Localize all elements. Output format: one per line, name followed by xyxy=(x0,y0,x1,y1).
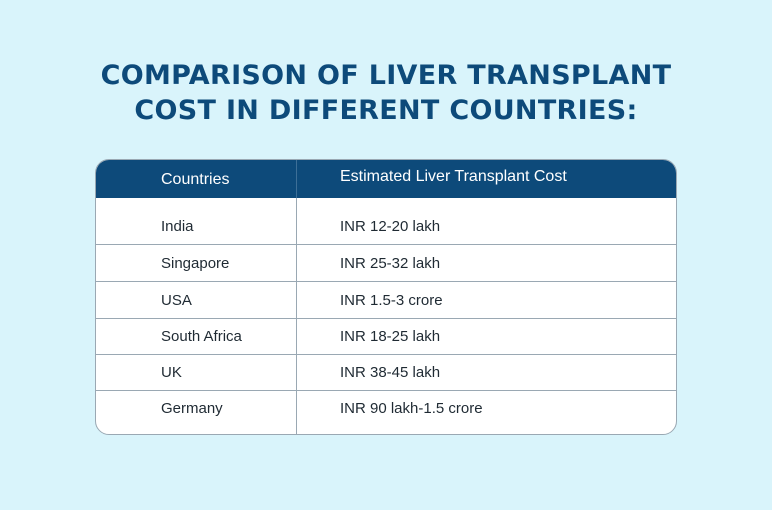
row-divider xyxy=(96,354,676,355)
cost-cell: INR 12-20 lakh xyxy=(340,218,441,235)
table-row: UK INR 38-45 lakh xyxy=(96,355,676,391)
page-title: COMPARISON OF LIVER TRANSPLANT COST IN D… xyxy=(0,58,772,128)
country-cell: UK xyxy=(161,364,182,381)
table-row: South Africa INR 18-25 lakh xyxy=(96,319,676,355)
header-estimated-cost: Estimated Liver Transplant Cost xyxy=(340,168,567,185)
cost-cell: INR 25-32 lakh xyxy=(340,255,441,272)
row-divider xyxy=(96,390,676,391)
country-cell: India xyxy=(161,218,194,235)
page-title-line-1: COMPARISON OF LIVER TRANSPLANT xyxy=(100,60,672,91)
table-row: USA INR 1.5-3 crore xyxy=(96,283,676,319)
cost-cell: INR 38-45 lakh xyxy=(340,364,441,381)
cost-cell: INR 90 lakh-1.5 crore xyxy=(340,400,483,417)
table-row: Germany INR 90 lakh-1.5 crore xyxy=(96,391,676,427)
country-cell: Singapore xyxy=(161,255,230,272)
cost-cell: INR 18-25 lakh xyxy=(340,328,441,345)
cost-cell: INR 1.5-3 crore xyxy=(340,292,443,309)
row-divider xyxy=(96,244,676,245)
table-header: Countries Estimated Liver Transplant Cos… xyxy=(96,160,676,198)
country-cell: South Africa xyxy=(161,328,242,345)
column-divider xyxy=(296,160,297,434)
country-cell: Germany xyxy=(161,400,223,417)
country-cell: USA xyxy=(161,292,192,309)
row-divider xyxy=(96,281,676,282)
header-countries: Countries xyxy=(161,171,230,188)
row-divider xyxy=(96,318,676,319)
header-column-divider xyxy=(296,160,297,198)
cost-comparison-table: Countries Estimated Liver Transplant Cos… xyxy=(95,159,677,435)
table-row: India INR 12-20 lakh xyxy=(96,209,676,245)
page-title-line-2: COST IN DIFFERENT COUNTRIES: xyxy=(134,95,638,126)
table-row: Singapore INR 25-32 lakh xyxy=(96,246,676,282)
